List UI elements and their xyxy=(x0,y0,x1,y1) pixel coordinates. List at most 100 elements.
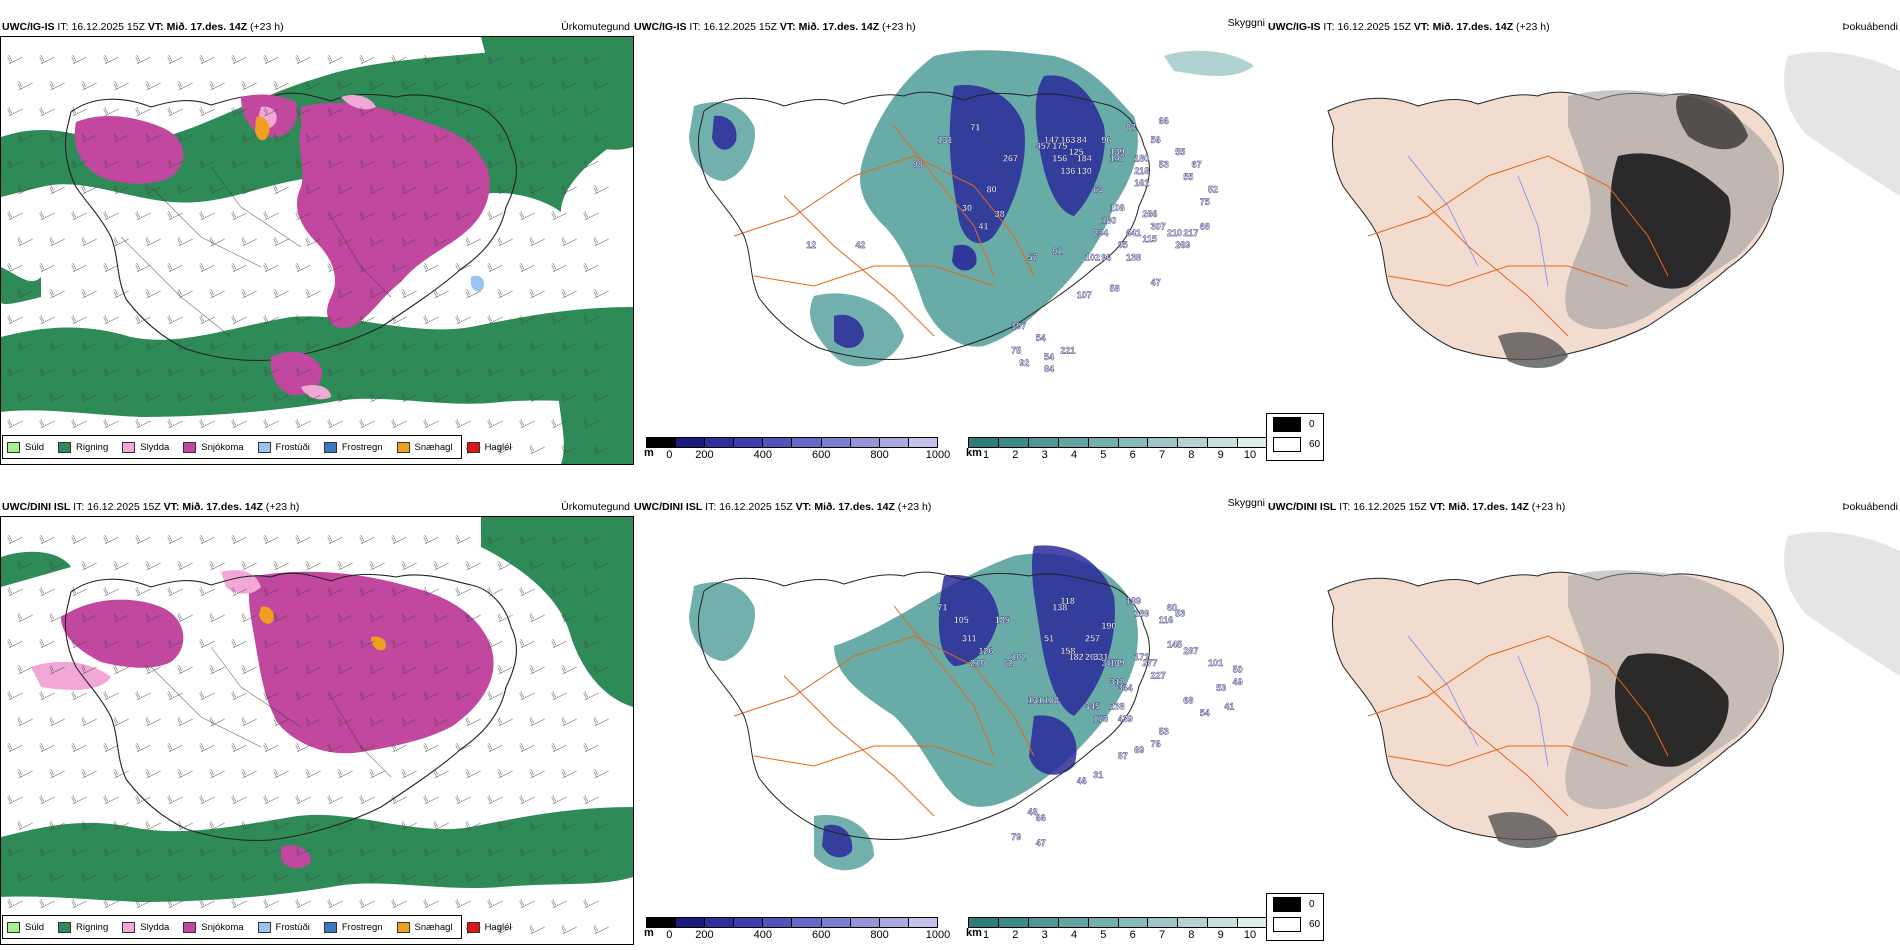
wind-barb xyxy=(529,132,545,143)
precip-legend-row1: Súld Rigning Slydda Snjókoma Frostúði Fr… xyxy=(2,435,512,459)
wind-barb xyxy=(497,236,513,247)
wind-barb xyxy=(433,560,449,571)
wind-barb xyxy=(231,366,247,377)
wind-barb xyxy=(583,794,599,805)
visibility-label: 457 xyxy=(1036,141,1051,151)
wind-barb xyxy=(487,742,503,753)
wind-barb xyxy=(561,820,577,831)
wind-barb xyxy=(433,820,449,831)
wind-barb xyxy=(465,392,481,403)
visibility-label: 107 xyxy=(1077,290,1092,300)
visibility-label: 185 xyxy=(995,615,1010,625)
wind-barb xyxy=(423,418,439,429)
wind-barb xyxy=(167,418,183,429)
wind-barb xyxy=(145,80,161,91)
wind-barb xyxy=(145,872,161,883)
visibility-label: 60 xyxy=(1167,602,1177,612)
wind-barb xyxy=(145,664,161,675)
it-value: 16.12.2025 15Z xyxy=(71,21,145,33)
wind-barb xyxy=(337,340,353,351)
wind-barb xyxy=(455,898,471,909)
wind-barb xyxy=(561,872,577,883)
visibility-label: 31 xyxy=(1093,770,1103,780)
wind-barb xyxy=(81,872,97,883)
height-bin xyxy=(879,438,909,447)
wind-barb xyxy=(39,262,55,273)
wind-barb xyxy=(391,534,407,545)
wind-barb xyxy=(593,444,609,455)
vis-tick: 4 xyxy=(1070,929,1078,941)
visibility-label: 641 xyxy=(1126,228,1141,238)
wind-barb xyxy=(135,158,151,169)
visibility-label: 307 xyxy=(1151,222,1166,232)
visibility-label: 56 xyxy=(1151,135,1161,145)
fog-map-row1[interactable] xyxy=(1268,36,1900,431)
variable-title-precip: Úrkomutegund xyxy=(561,21,630,33)
wind-barb xyxy=(519,534,535,545)
fog-map-row2[interactable] xyxy=(1268,516,1900,911)
vis-tick: 3 xyxy=(1041,449,1048,461)
wind-barb xyxy=(327,534,343,545)
wind-barb xyxy=(327,638,343,649)
wind-barb xyxy=(561,444,577,455)
wind-barb xyxy=(295,638,311,649)
precip-map-row2[interactable] xyxy=(0,516,634,945)
wind-barb xyxy=(145,236,161,247)
vis-tick: 7 xyxy=(1158,929,1166,941)
wind-barb xyxy=(167,210,183,221)
vis-map-row2[interactable]: 71 105 185 311 62 210 126 102 51 118 138 257 190 158 1… xyxy=(634,516,1266,911)
wind-barb xyxy=(529,872,545,883)
wind-barb xyxy=(177,288,193,299)
wind-barb xyxy=(583,846,599,857)
vis-unit: km xyxy=(966,447,982,459)
visibility-label: 51 xyxy=(1044,633,1054,643)
wind-barb xyxy=(199,158,215,169)
height-tick: 600 xyxy=(812,929,831,941)
wind-barb xyxy=(497,820,513,831)
wind-barb xyxy=(497,716,513,727)
lead-time: (+23 h) xyxy=(250,21,284,33)
wind-barb xyxy=(135,898,151,909)
wind-barb xyxy=(593,80,609,91)
vis-tick: 6 xyxy=(1129,929,1136,941)
precip-title-row2: UWC/DINI ISL IT: 16.12.2025 15Z VT: Mið.… xyxy=(2,501,300,513)
visibility-label: 139 xyxy=(1110,147,1125,157)
visibility-label: 227 xyxy=(1151,671,1166,681)
wind-barb xyxy=(487,54,503,65)
wind-barb xyxy=(177,716,193,727)
wind-barb xyxy=(391,366,407,377)
wind-barb xyxy=(263,366,279,377)
wind-barb xyxy=(401,288,417,299)
visibility-label: 53 xyxy=(1159,726,1169,736)
wind-barb xyxy=(39,794,55,805)
fog-title-row1: UWC/IG-IS IT: 16.12.2025 15Z VT: Mið. 17… xyxy=(1268,21,1550,33)
wind-barb xyxy=(561,340,577,351)
wind-barb xyxy=(465,612,481,623)
wind-barb xyxy=(231,638,247,649)
wind-barb xyxy=(135,366,151,377)
wind-barb xyxy=(465,236,481,247)
height-bin xyxy=(850,438,880,447)
wind-barb xyxy=(135,586,151,597)
wind-barb xyxy=(519,742,535,753)
wind-barb xyxy=(593,132,609,143)
wind-barb xyxy=(81,820,97,831)
visibility-label: 189 xyxy=(1134,609,1149,619)
vis-title-row2: UWC/DINI ISL IT: 16.12.2025 15Z VT: Mið.… xyxy=(634,501,932,513)
wind-barb xyxy=(241,340,257,351)
precip-map-row1[interactable] xyxy=(0,36,634,465)
wind-barb xyxy=(497,132,513,143)
wind-barb xyxy=(295,262,311,273)
wind-barb xyxy=(135,742,151,753)
wind-barb xyxy=(487,314,503,325)
wind-barb xyxy=(583,898,599,909)
height-bin xyxy=(734,438,764,447)
wind-barb xyxy=(49,820,65,831)
vis-map-row1[interactable]: 131 71 98 267 80 30 38 41 147 163 457 175 84 125 156 18… xyxy=(634,36,1266,431)
wind-barb xyxy=(81,560,97,571)
visibility-label: 138 xyxy=(1126,253,1141,263)
wind-barb xyxy=(401,560,417,571)
wind-barb xyxy=(423,210,439,221)
wind-barb xyxy=(71,366,87,377)
visibility-label: 69 xyxy=(1134,745,1144,755)
